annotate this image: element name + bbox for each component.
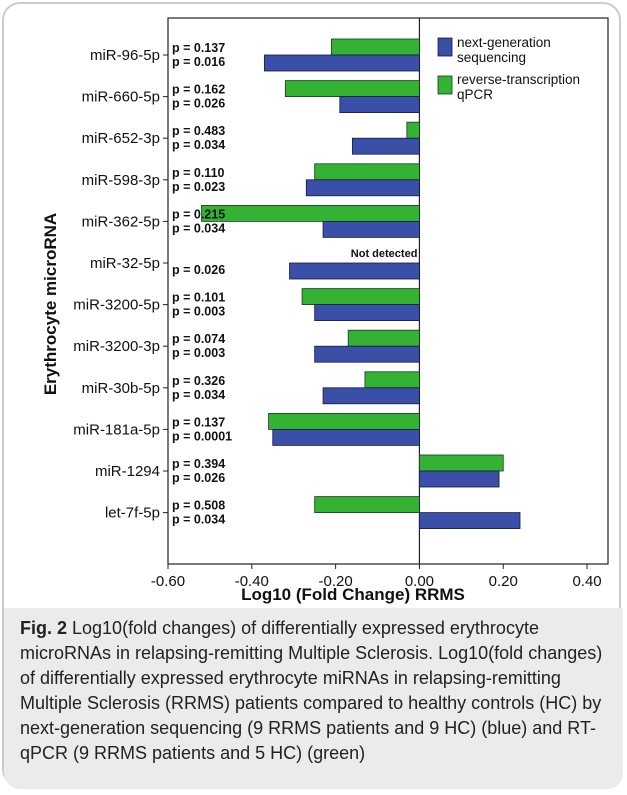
bar-qpcr <box>331 38 420 56</box>
bar-ngs <box>272 428 420 446</box>
p-value-ngs: p = 0.026 <box>172 97 225 111</box>
category-label: let-7f-5p <box>105 505 160 522</box>
legend-swatch-qpcr <box>437 75 453 95</box>
p-value-qpcr: p = 0.215 <box>172 207 225 221</box>
category-label: miR-3200-3p <box>73 338 160 355</box>
p-value-ngs: p = 0.003 <box>172 305 225 319</box>
bar-qpcr <box>301 288 420 306</box>
bar-qpcr <box>364 371 420 389</box>
legend-swatch-ngs <box>437 37 453 57</box>
category-label: miR-96-5p <box>90 47 160 64</box>
bar-qpcr <box>314 496 420 514</box>
y-axis-label: Erythrocyte microRNA <box>41 213 60 395</box>
p-value-ngs: p = 0.023 <box>172 180 225 194</box>
category-label: miR-1294 <box>95 463 160 480</box>
bar-ngs <box>322 387 420 405</box>
x-tick-label: 0.20 <box>489 573 518 590</box>
bar-ngs <box>419 470 500 488</box>
x-tick-label: 0.40 <box>572 573 601 590</box>
plot-area-border <box>167 17 609 565</box>
p-value-ngs: p = 0.034 <box>172 138 225 152</box>
bar-ngs <box>322 220 420 238</box>
bar-qpcr <box>201 204 420 222</box>
p-value-qpcr: p = 0.137 <box>172 415 225 429</box>
bar-qpcr <box>314 163 420 181</box>
p-value-ngs: p = 0.034 <box>172 388 225 402</box>
category-label: miR-598-3p <box>82 172 160 189</box>
bar-ngs <box>314 304 420 322</box>
p-value-ngs: p = 0.026 <box>172 471 225 485</box>
bar-ngs <box>263 54 420 72</box>
legend-label-ngs: next-generation sequencing <box>457 35 551 65</box>
category-label: miR-3200-5p <box>73 297 160 314</box>
bar-qpcr <box>268 412 420 430</box>
caption-fig-label: Fig. 2 <box>20 618 68 638</box>
bar-ngs <box>339 96 420 113</box>
x-axis-label: Log10 (Fold Change) RRMS <box>241 585 465 604</box>
p-value-qpcr: p = 0.394 <box>172 457 225 471</box>
bar-qpcr <box>347 329 420 347</box>
bar-ngs <box>314 345 420 363</box>
bar-qpcr <box>419 454 504 472</box>
p-value-qpcr: p = 0.101 <box>172 291 225 305</box>
bar-qpcr <box>406 121 420 139</box>
x-tick-label: -0.40 <box>235 573 269 590</box>
bar-ngs <box>289 262 420 280</box>
p-value-qpcr: p = 0.074 <box>172 332 225 346</box>
p-value-ngs: p = 0.034 <box>172 513 225 527</box>
p-value-qpcr: p = 0.110 <box>172 166 225 180</box>
category-label: miR-660-5p <box>82 89 160 106</box>
bar-qpcr <box>284 80 420 97</box>
legend-label-qpcr: reverse-transcription qPCR <box>457 72 580 102</box>
category-label: miR-32-5p <box>90 255 160 272</box>
x-tick-label: 0.00 <box>405 573 434 590</box>
p-value-ngs: p = 0.016 <box>172 55 225 69</box>
figure-caption: Fig. 2 Log10(fold changes) of differenti… <box>4 608 623 789</box>
x-tick-label: -0.20 <box>319 573 353 590</box>
p-value-qpcr: p = 0.483 <box>172 124 225 138</box>
p-value-ngs: p = 0.034 <box>172 221 225 235</box>
x-tick-label: -0.60 <box>151 573 185 590</box>
bar-ngs <box>305 179 420 197</box>
bar-ngs <box>419 512 521 530</box>
caption-text: Log10(fold changes) of differentially ex… <box>20 618 603 763</box>
p-value-qpcr: p = 0.137 <box>172 41 225 55</box>
category-label: miR-362-5p <box>82 213 160 230</box>
category-label: miR-30b-5p <box>82 380 160 397</box>
p-value-ngs: p = 0.0001 <box>172 429 232 443</box>
p-value-ngs: p = 0.026 <box>172 263 225 277</box>
category-label: miR-181a-5p <box>73 421 160 438</box>
not-detected-annotation: Not detected <box>351 248 418 260</box>
p-value-qpcr: p = 0.508 <box>172 499 225 513</box>
p-value-ngs: p = 0.003 <box>172 346 225 360</box>
p-value-qpcr: p = 0.162 <box>172 83 225 97</box>
p-value-qpcr: p = 0.326 <box>172 374 225 388</box>
bar-ngs <box>351 137 420 155</box>
category-label: miR-652-3p <box>82 130 160 147</box>
